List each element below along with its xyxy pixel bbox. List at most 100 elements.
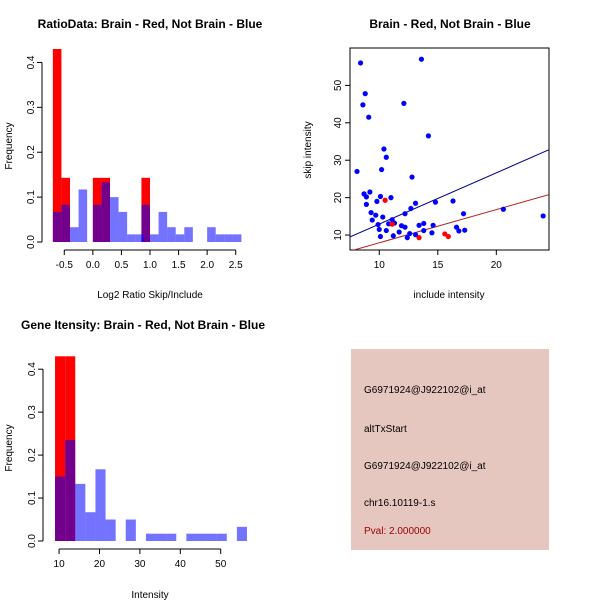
scatter-point-not-brain	[402, 211, 408, 217]
ratio-bar-not-brain-14	[167, 227, 176, 242]
scatter-point-brain	[445, 233, 451, 240]
intensity-bar-not-brain-9	[145, 533, 157, 541]
fit-line-brain-fit	[352, 194, 549, 250]
scatter-point-not-brain	[369, 217, 375, 223]
scatter-x-tick-label: 20	[491, 260, 503, 271]
scatter-point-not-brain	[376, 226, 382, 233]
scatter-point-not-brain	[390, 233, 396, 239]
scatter-point-not-brain	[379, 166, 385, 173]
intensity-bar-not-brain-7	[125, 519, 136, 541]
intensity-bar-not-brain-14	[196, 533, 207, 541]
scatter-point-not-brain	[383, 154, 389, 160]
scatter-point-brain	[389, 221, 395, 227]
scatter-xlabel: include intensity	[413, 290, 484, 301]
scatter-y-tick-label: 50	[333, 79, 344, 91]
scatter-point-not-brain	[366, 114, 372, 120]
intensity-histogram-title: Gene Itensity: Brain - Red, Not Brain - …	[21, 318, 265, 332]
ratio-bar-not-brain-8	[118, 211, 128, 242]
scatter-fit-lines	[350, 149, 549, 250]
intensity-bar-not-brain-4	[95, 469, 106, 541]
scatter-point-not-brain	[377, 193, 384, 200]
intensity-x-tick-label: 20	[94, 559, 106, 570]
ratio-histogram-bars	[52, 49, 242, 242]
ratio-bar-not-brain-6	[101, 182, 110, 242]
scatter-x-tick-label: 15	[432, 260, 444, 271]
scatter-plot-box	[349, 47, 550, 251]
ratio-histogram-axes: -0.5 0.0 0.5 1.0 1.5 2.0 2.5 0.0 0.1 0.2 0.3 0.4	[26, 55, 243, 271]
ratio-bar-not-brain-7	[110, 197, 119, 242]
probe-info-panel: G6971924@J922102@i_at altTxStart G697192…	[351, 349, 549, 550]
scatter-point-not-brain	[374, 198, 380, 204]
ratio-histogram-panel: RatioData: Brain - Red, Not Brain - Blue…	[4, 17, 263, 301]
scatter-point-not-brain	[418, 56, 425, 62]
ratio-x-tick-label: 0.0	[86, 260, 100, 271]
ratio-y-tick-label: 0.2	[26, 145, 37, 159]
ratio-bar-not-brain-13	[158, 211, 168, 242]
scatter-point-not-brain	[375, 221, 381, 228]
ratio-bar-not-brain-12	[150, 234, 159, 242]
probe-id: G6971924@J922102@i_at	[364, 385, 486, 396]
ratio-bar-not-brain-2	[70, 227, 79, 242]
intensity-x-tick-label: 40	[175, 559, 187, 570]
intensity-y-tick-label: 0.3	[27, 405, 38, 419]
ratio-x-tick-label: 2.0	[200, 260, 214, 271]
scatter-point-not-brain	[416, 222, 422, 228]
event-type: altTxStart	[364, 424, 407, 435]
intensity-y-tick-label: 0.4	[27, 362, 38, 376]
scatter-point-not-brain	[380, 214, 386, 220]
ratio-bar-not-brain-11	[141, 204, 150, 242]
ratio-histogram-xlabel: Log2 Ratio Skip/Include	[97, 290, 203, 301]
ratio-bar-not-brain-10	[135, 234, 145, 242]
intensity-y-tick-label: 0.2	[27, 448, 38, 462]
scatter-point-not-brain	[377, 233, 384, 240]
intensity-histogram-panel: Gene Itensity: Brain - Red, Not Brain - …	[4, 318, 265, 600]
ratio-bar-not-brain-20	[224, 234, 233, 242]
scatter-title: Brain - Red, Not Brain - Blue	[369, 17, 531, 31]
scatter-point-not-brain	[500, 206, 506, 212]
ratio-bar-not-brain-1	[61, 204, 70, 242]
scatter-point-not-brain	[412, 200, 419, 206]
scatter-point-not-brain	[381, 146, 387, 152]
scatter-ylabel: skip intensity	[303, 121, 314, 178]
scatter-y-tick-label: 20	[333, 192, 344, 204]
intensity-scatter-panel: Brain - Red, Not Brain - Blue include in…	[303, 17, 550, 301]
intensity-y-tick-label: 0.1	[27, 491, 38, 505]
intensity-histogram-ylabel: Frequency	[4, 424, 15, 471]
ratio-bar-not-brain-19	[215, 234, 225, 242]
scatter-y-tick-label: 10	[333, 229, 344, 241]
scatter-point-not-brain	[421, 220, 427, 227]
ratio-bar-not-brain-0	[52, 211, 62, 242]
intensity-x-tick-label: 50	[215, 559, 227, 570]
fit-line-not-brain-fit	[350, 149, 549, 238]
intensity-bar-not-brain-13	[186, 533, 197, 541]
ratio-x-tick-label: -0.5	[56, 260, 74, 271]
scatter-point-not-brain	[450, 198, 456, 204]
ratio-histogram-title: RatioData: Brain - Red, Not Brain - Blue	[38, 17, 263, 31]
ratio-bar-not-brain-5	[92, 204, 102, 242]
scatter-point-not-brain	[404, 235, 410, 241]
scatter-point-not-brain	[402, 224, 408, 230]
scatter-axes: 10 15 20 10 20 30 40 50	[333, 79, 502, 271]
scatter-point-not-brain	[388, 195, 394, 201]
scatter-point-not-brain	[456, 228, 462, 234]
intensity-bar-not-brain-11	[166, 533, 177, 541]
intensity-x-tick-label: 30	[134, 559, 146, 570]
ratio-x-tick-label: 2.5	[229, 260, 243, 271]
scatter-point-not-brain	[460, 211, 467, 217]
scatter-point-not-brain	[401, 100, 407, 106]
intensity-histogram-xlabel: Intensity	[131, 590, 168, 600]
scatter-point-not-brain	[432, 199, 439, 205]
scatter-point-not-brain	[363, 201, 369, 207]
scatter-point-not-brain	[408, 205, 414, 212]
scatter-point-not-brain	[429, 230, 435, 236]
scatter-points	[354, 56, 546, 241]
intensity-bar-not-brain-5	[105, 519, 116, 541]
scatter-point-not-brain	[396, 229, 402, 235]
scatter-point-not-brain	[363, 194, 369, 200]
scatter-point-not-brain	[357, 60, 364, 66]
scatter-point-not-brain	[430, 222, 436, 228]
intensity-x-tick-label: 10	[54, 559, 66, 570]
ratio-y-tick-label: 0.3	[26, 100, 37, 114]
ratio-bar-not-brain-21	[232, 234, 242, 242]
